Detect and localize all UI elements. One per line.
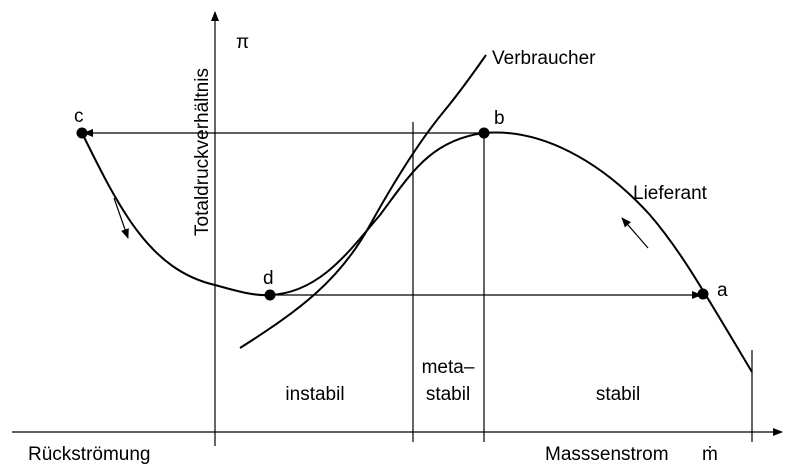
region-label: stabil [426,384,470,405]
point [264,289,276,301]
region-label: stabil [596,384,640,405]
point [697,288,709,300]
curve-label: Verbraucher [492,48,596,69]
x-axis-symbol: ṁ [702,444,718,465]
point [76,127,88,139]
curve-label: Lieferant [633,183,708,204]
y-axis-label: Totaldruckverhältnis [192,68,213,236]
x-left-label: Rückströmung [28,444,151,465]
consumer-curve [239,54,487,349]
direction-arrow [621,217,649,249]
point [478,127,490,139]
point-label: b [494,108,505,129]
point-label: a [717,280,728,301]
point-label: d [263,268,274,289]
region-label: meta– [422,357,475,378]
region-label: instabil [285,384,344,405]
direction-arrow [113,197,129,239]
x-axis-label: Masssenstrom [545,444,669,465]
supplier-curve [81,131,753,373]
y-axis-symbol: π [236,32,249,53]
point-label: c [74,106,84,127]
